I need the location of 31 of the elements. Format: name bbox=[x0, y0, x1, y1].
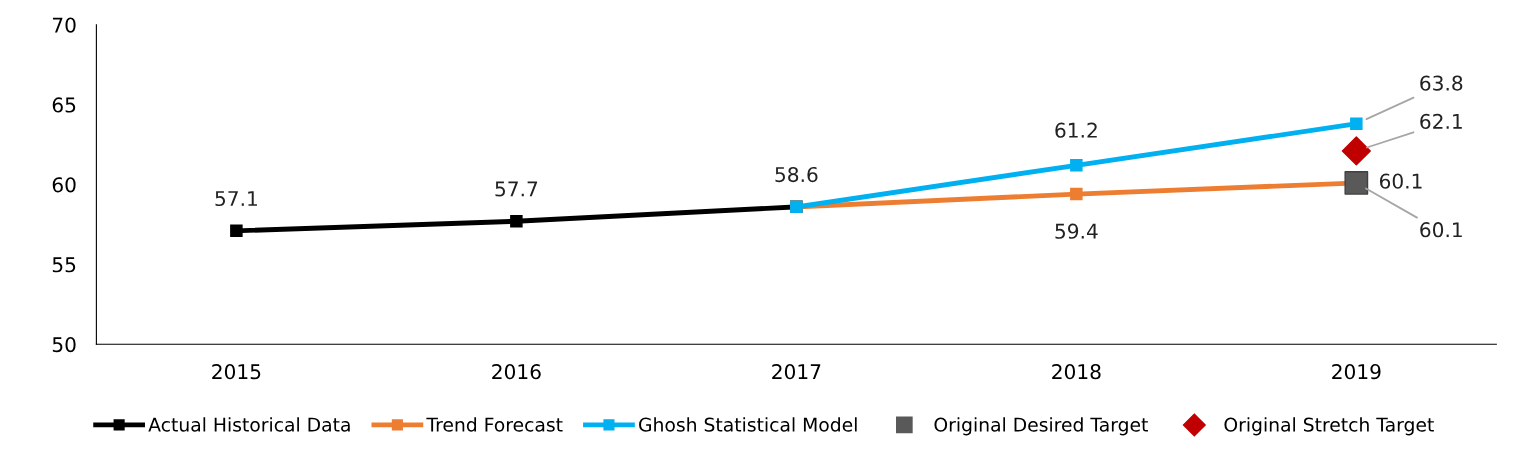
data-label: 58.6 bbox=[775, 166, 818, 183]
data-label: 57.7 bbox=[495, 181, 538, 197]
y-tick-label: 50 bbox=[52, 336, 76, 353]
data-label: 63.8 bbox=[1420, 75, 1463, 91]
legend-label: Original Stretch Target bbox=[1224, 417, 1434, 436]
legend-label: Actual Historical Data bbox=[148, 417, 350, 432]
point bbox=[1070, 159, 1083, 172]
point bbox=[1350, 117, 1363, 131]
y-tick-label: 55 bbox=[52, 257, 76, 273]
point bbox=[230, 224, 243, 238]
point bbox=[1070, 187, 1083, 201]
x-tick-label: 2017 bbox=[772, 364, 821, 380]
y-tick-label: 65 bbox=[52, 97, 76, 113]
y-tick-label: 70 bbox=[52, 17, 76, 33]
x-tick-label: 2015 bbox=[212, 364, 261, 380]
data-label: 62.1 bbox=[1420, 113, 1462, 130]
x-tick-label: 2019 bbox=[1332, 364, 1381, 380]
legend-label: Trend Forecast bbox=[426, 417, 563, 432]
x-tick-label: 2018 bbox=[1052, 364, 1101, 380]
data-label: 61.2 bbox=[1055, 122, 1097, 138]
data-label: 57.1 bbox=[215, 191, 257, 207]
y-tick-label: 60 bbox=[52, 177, 76, 193]
point bbox=[1344, 171, 1369, 195]
point bbox=[1341, 136, 1371, 166]
data-label: 60.1 bbox=[1379, 173, 1422, 189]
x-tick-label: 2016 bbox=[492, 364, 541, 380]
legend-label: Original Desired Target bbox=[934, 417, 1148, 436]
data-label: 59.4 bbox=[1055, 223, 1098, 239]
point bbox=[510, 214, 523, 228]
legend-label: Ghosh Statistical Model bbox=[639, 417, 857, 432]
data-label: 60.1 bbox=[1420, 222, 1462, 238]
